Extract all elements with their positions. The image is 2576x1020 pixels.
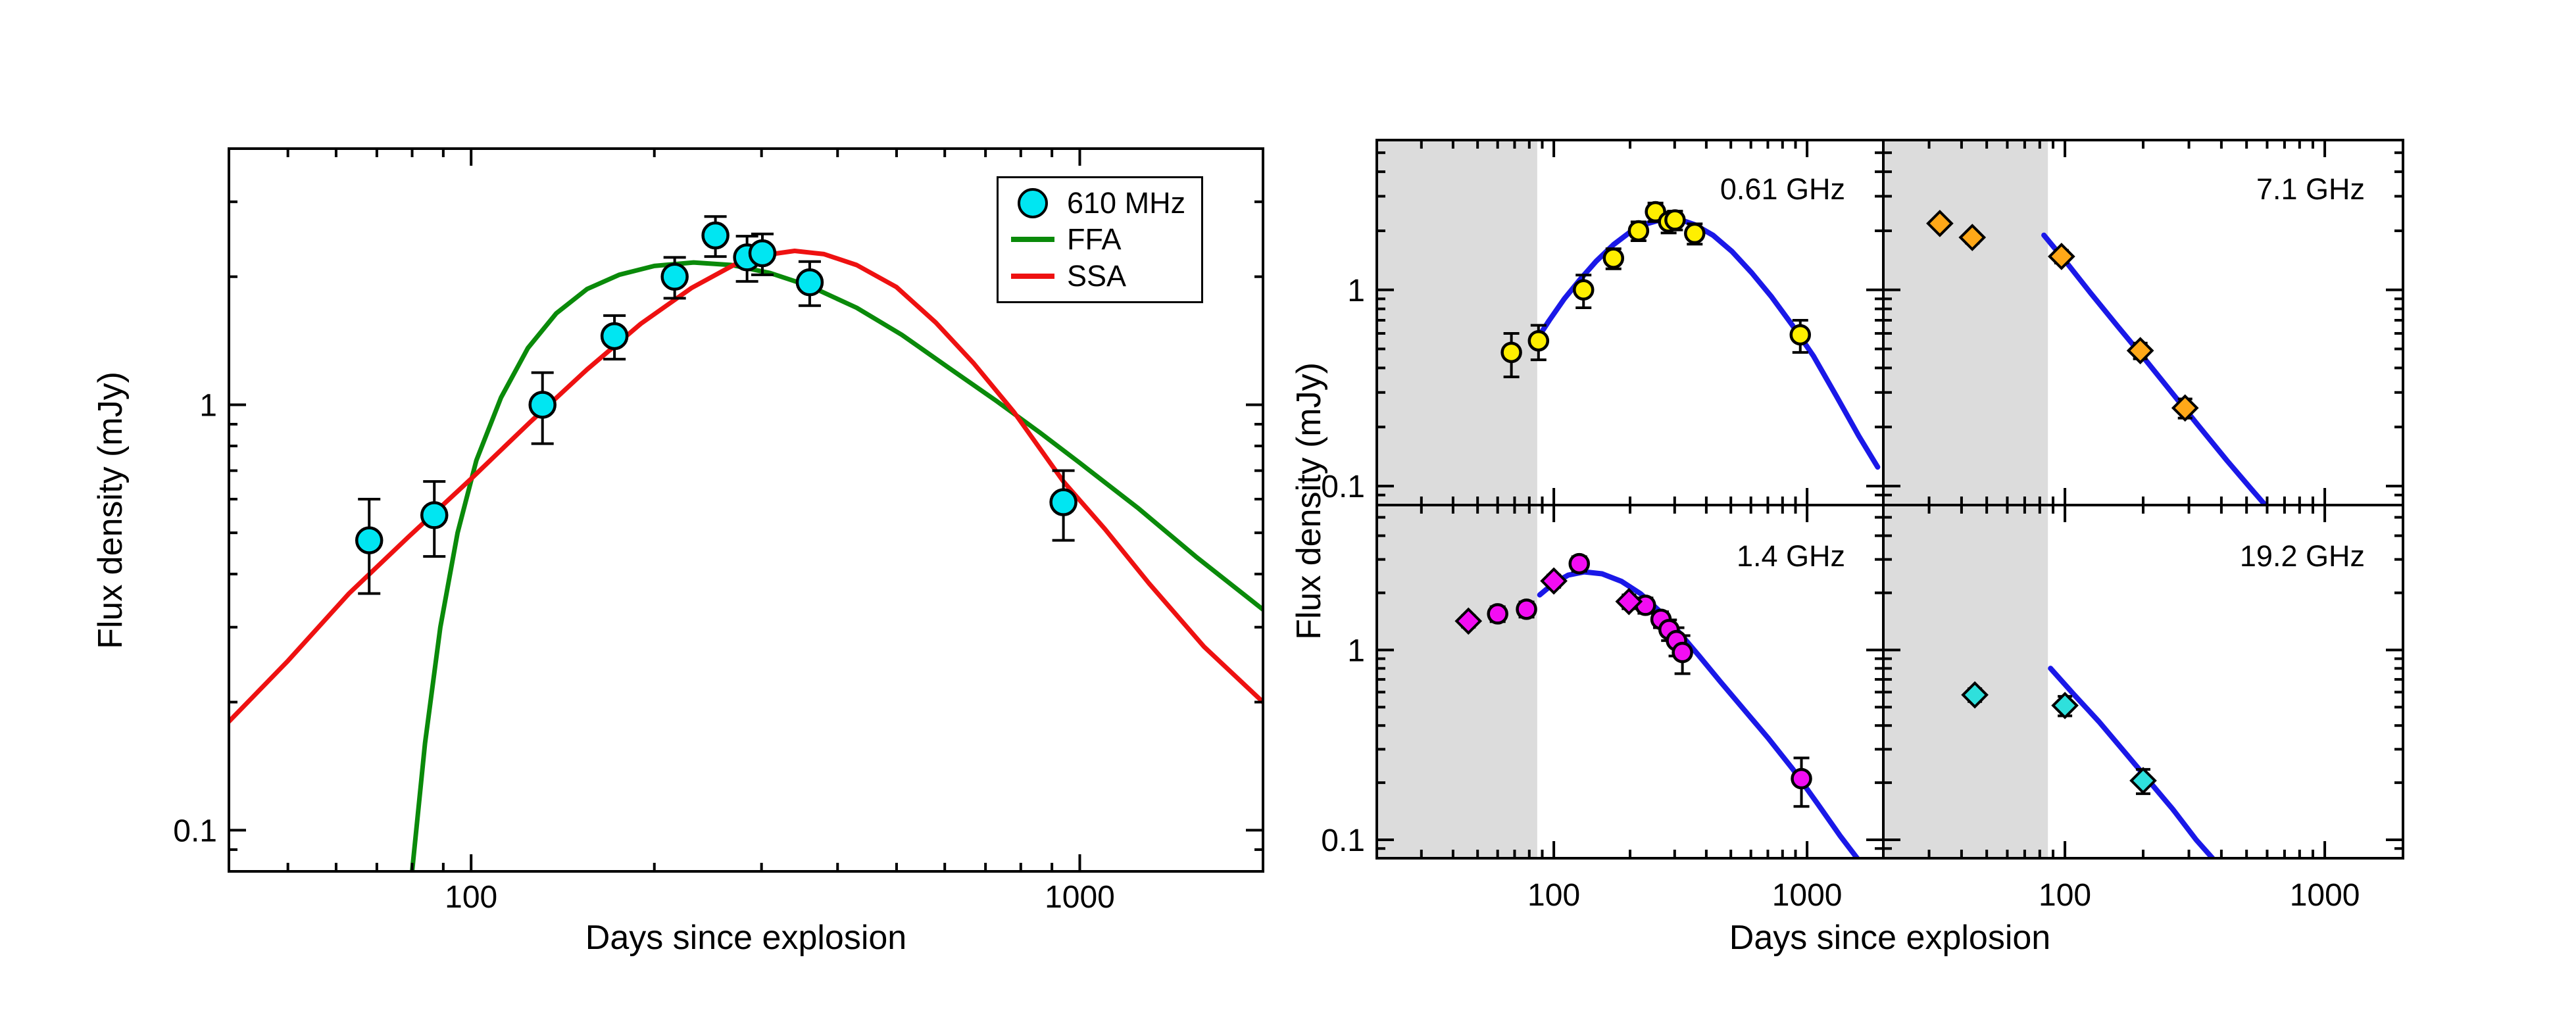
data-point-0.61 GHz [1500, 341, 1522, 364]
data-point-0.61 GHz [1684, 222, 1706, 245]
legend: 610 MHz FFA SSA [997, 176, 1203, 303]
ssa-line-marker-icon [1011, 274, 1054, 279]
fit-curve-fit [2041, 232, 2269, 505]
y-tick-label: 1 [1347, 633, 1365, 668]
x-tick-label: 100 [2039, 878, 2091, 913]
ffa-line-marker-icon [1011, 237, 1054, 243]
data-point-7.1 GHz [2048, 243, 2075, 270]
legend-swatch-cell [999, 237, 1067, 243]
shaded-region [1883, 140, 2048, 505]
data-point-7.1 GHz [1958, 224, 1987, 251]
data-point-0.61 GHz [1789, 324, 1812, 346]
panel-main-610mhz: 100 1000 1 0.1 [173, 147, 1264, 915]
x-tick-label: 100 [1527, 878, 1580, 913]
data-point-610 MHz [748, 239, 777, 268]
panel-label-1.4ghz: 1.4 GHz [1736, 539, 1845, 573]
x-tick-label: 1000 [1772, 878, 1843, 913]
data-point-19.2 GHz [2129, 767, 2157, 794]
y-tick-label: 0.1 [1321, 823, 1365, 858]
legend-item-ssa: SSA [999, 259, 1201, 293]
panel-panel-7p1ghz [1882, 139, 2404, 506]
data-point-0.61 GHz [1602, 247, 1625, 269]
panel-frame [1882, 504, 2404, 860]
y-tick-label: 0.1 [1321, 470, 1365, 504]
shaded-region [1883, 505, 2048, 858]
y-tick-label: 0.1 [173, 814, 217, 848]
fit-curve-FFA [410, 260, 1263, 871]
left-y-axis-label: Flux density (mJy) [91, 372, 130, 649]
data-point-0.61 GHz [1627, 220, 1650, 242]
610mhz-circle-marker-icon [1018, 187, 1048, 218]
data-point-7.1 GHz [2171, 394, 2199, 422]
x-tick-label: 100 [445, 880, 497, 915]
panel-panel-19p2ghz: 100 1000 [1882, 504, 2404, 913]
data-point-1.4 GHz diamonds [1540, 567, 1568, 595]
legend-item-610mhz: 610 MHz [999, 185, 1201, 220]
panel-label-19.2ghz: 19.2 GHz [2239, 539, 2365, 573]
data-point-610 MHz [660, 262, 689, 291]
panel-label-7.1ghz: 7.1 GHz [2256, 172, 2365, 206]
data-point-1.4 GHz diamonds [1454, 607, 1483, 635]
fit-curve-fit [1537, 569, 1861, 858]
data-point-1.4 GHz circles [1516, 598, 1537, 620]
fit-curve-fit [2048, 666, 2216, 858]
shaded-region [1377, 505, 1537, 858]
data-point-610 MHz [1049, 488, 1077, 516]
data-point-610 MHz [420, 501, 449, 529]
right-y-axis-label: Flux density (mJy) [1290, 362, 1328, 640]
data-point-7.1 GHz [1926, 209, 1954, 237]
y-tick-label: 1 [1347, 274, 1365, 308]
data-point-19.2 GHz [2051, 691, 2079, 719]
data-point-1.4 GHz circles [1568, 552, 1590, 575]
x-tick-label: 1000 [1045, 880, 1115, 915]
left-x-axis-label: Days since explosion [585, 919, 907, 957]
legend-label-ffa: FFA [1067, 222, 1122, 256]
panel-label-0.61ghz: 0.61 GHz [1720, 172, 1845, 206]
x-tick-label: 1000 [2290, 878, 2360, 913]
legend-label-610mhz: 610 MHz [1067, 185, 1186, 220]
data-point-0.61 GHz [1573, 279, 1595, 301]
fit-curve-SSA [229, 249, 1263, 724]
panel-panel-1p4ghz: 100 1000 1 0.1 [1321, 504, 1885, 913]
legend-swatch-cell [999, 274, 1067, 279]
panel-frame [228, 147, 1264, 873]
data-point-610 MHz [528, 391, 557, 419]
data-point-7.1 GHz [2126, 337, 2154, 365]
y-tick-label: 1 [199, 388, 217, 423]
data-point-1.4 GHz circles [1672, 641, 1693, 664]
fit-curve-fit [1533, 216, 1881, 470]
legend-label-ssa: SSA [1067, 259, 1127, 293]
data-point-610 MHz [795, 268, 824, 297]
data-point-19.2 GHz [1961, 681, 1989, 709]
legend-item-ffa: FFA [999, 222, 1201, 256]
data-point-1.4 GHz circles [1487, 603, 1508, 625]
data-point-0.61 GHz [1664, 209, 1686, 231]
data-point-0.61 GHz [1527, 329, 1550, 352]
data-point-610 MHz [355, 526, 384, 554]
right-x-axis-label: Days since explosion [1729, 919, 2051, 957]
data-point-1.4 GHz circles [1791, 767, 1812, 790]
data-point-610 MHz [701, 221, 730, 250]
data-point-1.4 GHz diamonds [1615, 587, 1643, 616]
panel-panel-0p61ghz: 10.1 [1321, 139, 1885, 506]
data-point-610 MHz [600, 322, 629, 351]
legend-swatch-cell [999, 187, 1067, 218]
shaded-region [1377, 140, 1537, 505]
